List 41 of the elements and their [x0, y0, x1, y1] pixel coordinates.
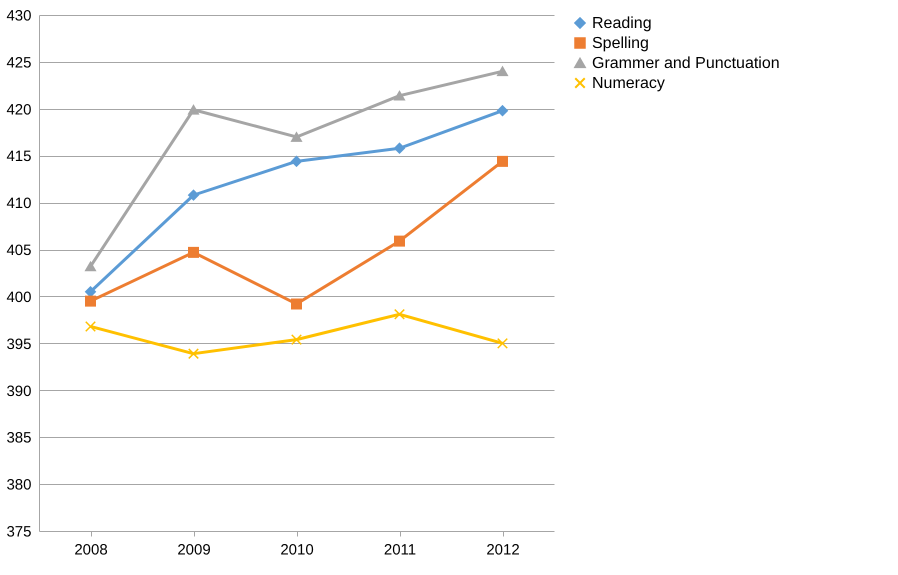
point [497, 105, 508, 116]
point [188, 190, 199, 201]
x-tick-label: 2012 [486, 542, 520, 558]
y-tick-label: 380 [6, 476, 32, 494]
y-tick-label: 410 [6, 195, 32, 212]
y-tick-label: 390 [6, 382, 32, 400]
y-tick-label: 400 [6, 288, 32, 306]
point [188, 246, 199, 258]
point [85, 320, 96, 332]
point [85, 262, 96, 272]
y-tick-label: 395 [6, 336, 32, 353]
legend-label: Numeracy [592, 75, 665, 92]
y-tick-label: 425 [6, 54, 32, 72]
point [291, 298, 302, 310]
y-tick-label: 420 [6, 101, 32, 118]
y-tick-label: 385 [6, 430, 32, 447]
point [394, 236, 405, 247]
x-tick-label: 2010 [280, 542, 314, 558]
legend-label: Grammer and Punctuation [592, 55, 780, 72]
legend-label: Spelling [592, 35, 649, 52]
x-tick-label: 2011 [384, 542, 416, 558]
x-tick-label: 2008 [74, 542, 108, 558]
x-tick-label: 2009 [177, 542, 211, 558]
point [497, 66, 508, 76]
point [497, 156, 508, 167]
point [394, 90, 405, 101]
point [497, 338, 508, 349]
y-tick-label: 415 [6, 148, 32, 166]
point [394, 142, 405, 154]
point [291, 156, 302, 167]
legend-label: Reading [592, 15, 652, 32]
point [291, 334, 302, 346]
y-tick-label: 405 [6, 242, 32, 260]
point [394, 308, 405, 320]
y-tick-label: 430 [6, 8, 32, 24]
point [291, 132, 302, 142]
point [85, 286, 96, 298]
point [188, 348, 199, 360]
y-tick-label: 375 [6, 524, 32, 540]
point [188, 104, 199, 115]
point [85, 296, 96, 307]
